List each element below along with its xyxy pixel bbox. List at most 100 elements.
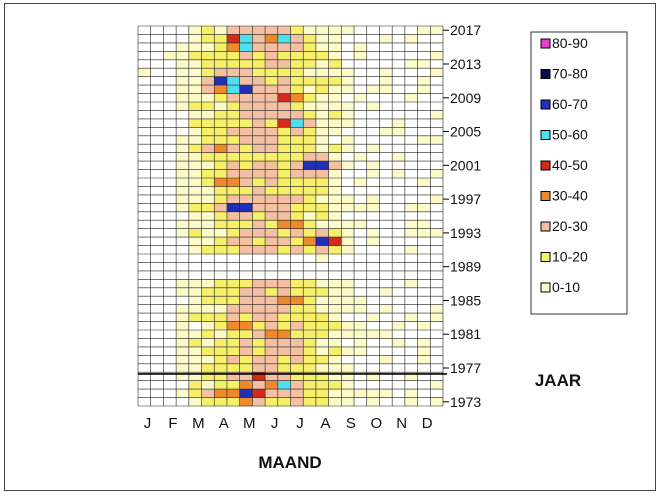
heat-cell	[226, 42, 241, 52]
heat-cell	[277, 389, 291, 398]
heat-cell	[214, 127, 228, 137]
heat-cell	[290, 102, 304, 111]
heat-cell	[201, 26, 215, 35]
heat-cell	[315, 389, 330, 398]
heat-cell	[188, 313, 202, 322]
heat-cell	[315, 338, 330, 348]
heat-cell	[417, 346, 431, 356]
heat-cell	[290, 287, 304, 297]
heat-cell	[303, 85, 317, 94]
heat-cell	[277, 51, 291, 61]
heat-cell	[354, 220, 368, 230]
heat-cell	[176, 68, 190, 78]
heat-cell	[239, 85, 253, 94]
heat-cell	[265, 42, 279, 52]
x-tick-label: M	[243, 415, 256, 432]
heat-cell	[315, 287, 330, 297]
heat-cell	[277, 304, 291, 314]
legend-swatch	[540, 160, 551, 171]
heat-cell	[315, 42, 330, 52]
heat-cell	[188, 287, 202, 297]
heat-cell	[404, 245, 418, 255]
heat-cell	[188, 220, 202, 230]
heat-cell	[201, 93, 215, 103]
heat-cell	[252, 321, 266, 331]
heat-cell	[201, 68, 215, 78]
heat-cell	[303, 279, 317, 289]
heat-cell	[252, 118, 266, 128]
heat-cell	[328, 296, 342, 306]
heat-cell	[176, 144, 190, 154]
heat-cell	[214, 102, 228, 111]
legend-label: 30-40	[552, 188, 588, 204]
heat-cell	[328, 245, 342, 255]
heat-cell	[239, 59, 253, 69]
heat-cell	[303, 237, 317, 246]
x-tick-label: M	[192, 415, 205, 432]
heat-cell	[188, 118, 202, 128]
heat-cell	[239, 346, 253, 356]
heat-cell	[404, 203, 418, 213]
x-tick-label: F	[168, 415, 177, 432]
heat-cell	[277, 237, 291, 246]
heat-cell	[303, 42, 317, 52]
heat-cell	[379, 85, 393, 94]
heat-cell	[226, 203, 241, 213]
heat-cell	[226, 110, 241, 120]
heat-cell	[265, 186, 279, 196]
heat-cell	[341, 237, 355, 246]
heat-cell	[201, 355, 215, 365]
heat-cell	[277, 397, 291, 407]
heat-cell	[290, 220, 304, 230]
heat-cell	[226, 321, 241, 331]
y-tick-label: 1993	[450, 225, 481, 241]
heat-cell	[226, 85, 241, 94]
y-tick-label: 1973	[450, 394, 481, 410]
heat-cell	[328, 389, 342, 398]
heat-cell	[176, 338, 190, 348]
heat-cell	[303, 26, 317, 35]
heat-cell	[226, 127, 241, 137]
heat-cell	[315, 161, 330, 170]
heat-cell	[188, 346, 202, 356]
heat-cell	[188, 144, 202, 154]
heat-cell	[188, 389, 202, 398]
heat-cell	[214, 279, 228, 289]
heat-cell	[366, 228, 380, 238]
heat-cell	[290, 330, 304, 339]
heat-cell	[252, 169, 266, 179]
heat-cell	[265, 287, 279, 297]
heat-cell	[315, 102, 330, 111]
heat-cell	[265, 194, 279, 204]
heat-cell	[417, 203, 431, 213]
heat-cell	[214, 389, 228, 398]
heat-cell	[341, 380, 355, 390]
heat-cell	[379, 389, 393, 398]
heat-cell	[303, 93, 317, 103]
heat-cell	[277, 144, 291, 154]
heat-cell	[214, 380, 228, 390]
heat-cell	[290, 237, 304, 246]
heat-cell	[214, 59, 228, 69]
heat-cell	[226, 389, 241, 398]
heat-cell	[188, 355, 202, 365]
heat-cell	[252, 34, 266, 44]
heat-cell	[265, 59, 279, 69]
legend-swatch	[540, 252, 551, 262]
heat-cell	[239, 161, 253, 170]
heat-cell	[265, 169, 279, 179]
heat-cell	[239, 144, 253, 154]
heat-cell	[290, 127, 304, 137]
y-tick-label: 2005	[450, 124, 481, 140]
heat-cell	[341, 85, 355, 94]
heat-cell	[239, 93, 253, 103]
heat-cell	[328, 397, 342, 407]
heat-cell	[315, 144, 330, 154]
heat-cell	[341, 372, 355, 382]
legend-swatch	[540, 38, 551, 49]
heat-cell	[239, 169, 253, 179]
heat-cell	[417, 59, 431, 69]
heat-cell	[315, 34, 330, 44]
heat-cell	[315, 135, 330, 145]
heat-cell	[214, 313, 228, 322]
